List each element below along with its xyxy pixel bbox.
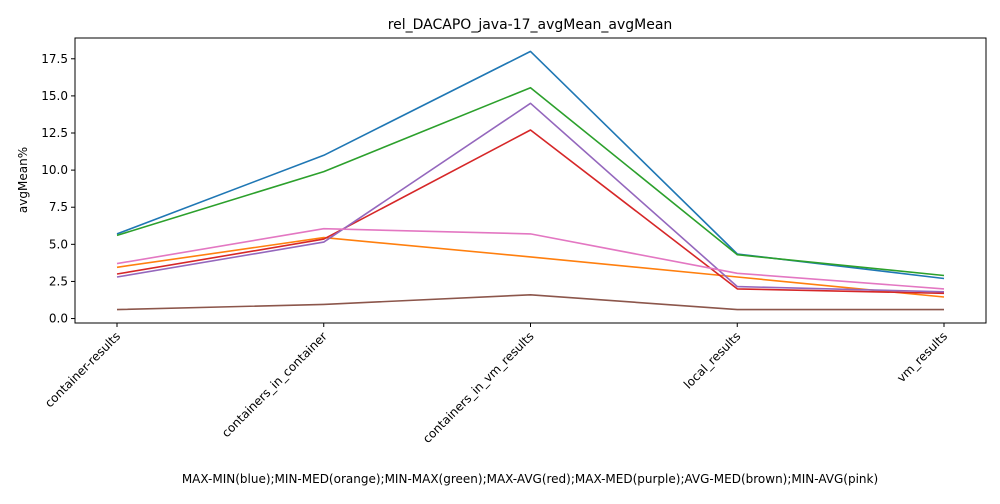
y-tick-label: 15.0 [41,89,68,103]
y-tick-label: 17.5 [41,52,68,66]
x-tick-label: containers_in_vm_results [420,329,537,446]
y-tick-label: 0.0 [49,312,68,326]
y-tick-label: 12.5 [41,126,68,140]
x-tick-label: vm_results [894,329,950,385]
y-tick-label: 2.5 [49,274,68,288]
series-line-5 [116,293,944,311]
series-line-3 [116,129,945,295]
x-tick-label: containers_in_container [219,329,330,440]
y-tick-label: 10.0 [41,163,68,177]
series-layer [116,50,945,311]
y-axis-label: avgMean% [16,147,30,213]
chart-title: rel_DACAPO_java-17_avgMean_avgMean [388,17,673,33]
plot-area-frame [74,37,987,324]
y-axis-ticks: 0.0 2.5 5.0 7.5 10.0 12.5 15.0 17.5 [41,52,75,326]
x-tick-label: local_results [681,329,743,391]
series-line-2 [116,86,945,277]
series-line-1 [116,236,945,298]
y-tick-label: 7.5 [49,200,68,214]
series-line-0 [116,50,945,280]
series-line-6 [116,227,945,290]
x-tick-label: container-results [42,329,123,410]
x-axis-ticks: container-results containers_in_container… [42,323,950,446]
x-axis-label: MAX-MIN(blue);MIN-MED(orange);MIN-MAX(gr… [182,472,878,486]
y-tick-label: 5.0 [49,237,68,251]
series-line-4 [116,102,945,293]
